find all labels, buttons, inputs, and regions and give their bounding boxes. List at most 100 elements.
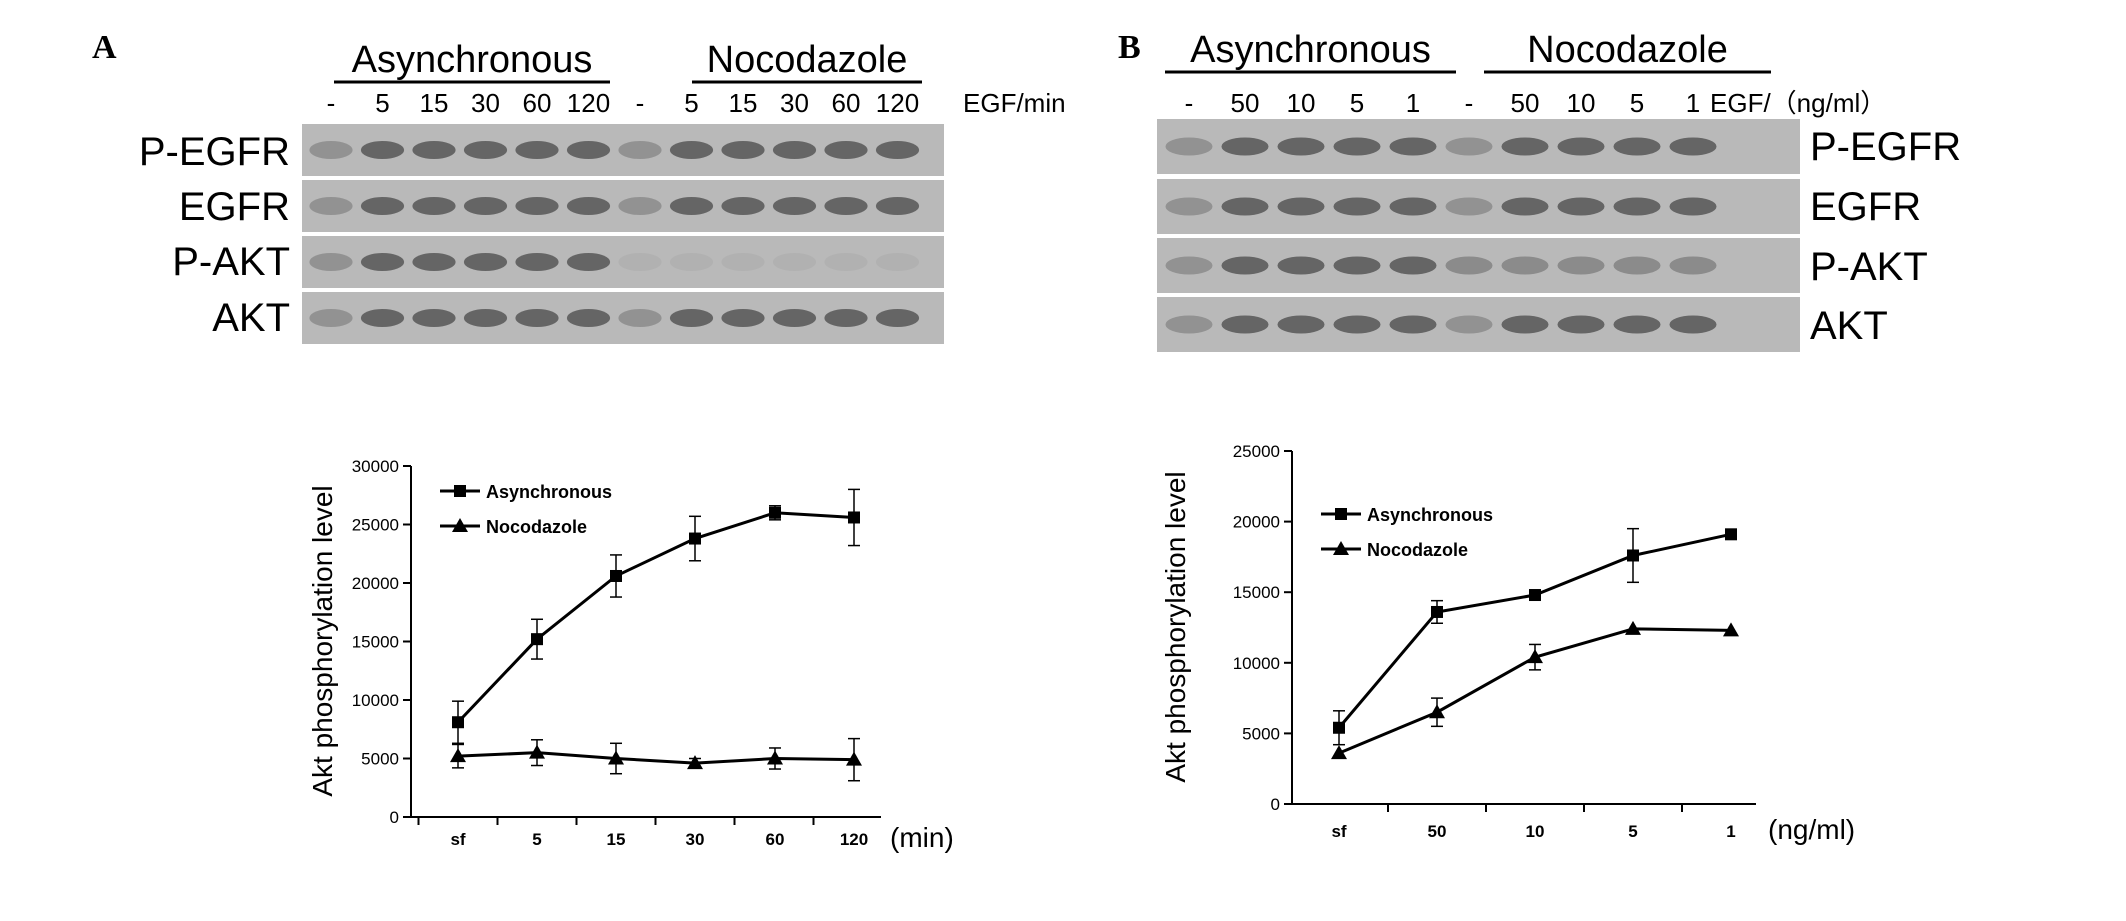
blot-band	[1557, 197, 1605, 216]
blot-band	[1557, 315, 1605, 334]
blot-band	[1221, 137, 1269, 156]
panel-a: A Asynchronous Nocodazole- 5 15 30 60 120-5 15 3…	[92, 29, 1066, 853]
blot-band	[1277, 197, 1325, 216]
legend-marker-triangle	[452, 518, 468, 532]
blot-lane-label: 10	[1287, 88, 1316, 118]
blot-lane-label: -	[1185, 88, 1194, 118]
y-tick-label: 20000	[352, 574, 399, 593]
blot-band	[772, 253, 817, 271]
data-point-triangle	[687, 755, 703, 770]
blot-band	[360, 141, 405, 159]
blot-band	[1389, 256, 1437, 275]
panel-b-line-chart: 0 5000 10000 15000 20000 25000 sf 50 10 5 1 (ng/ml)…	[1160, 442, 1855, 845]
blot-band	[721, 141, 765, 159]
blot-band	[463, 197, 508, 215]
data-point-triangle	[1723, 622, 1739, 637]
blot-band	[824, 141, 868, 159]
blot-band	[1165, 315, 1213, 334]
blot-band	[1501, 315, 1549, 334]
blot-lane-label: 60	[832, 88, 861, 118]
blot-lane-label: 5	[684, 88, 698, 118]
blot-group-label: Asynchronous	[1190, 29, 1431, 71]
blot-band	[1389, 197, 1437, 216]
blot-lane-label: 10	[1567, 88, 1596, 118]
data-point-triangle	[450, 748, 466, 763]
blot-band	[412, 141, 456, 159]
blot-band	[669, 253, 714, 271]
data-point-triangle	[846, 751, 862, 766]
y-axis-label: Akt phosphorylation level	[307, 485, 338, 796]
blot-band	[309, 141, 353, 159]
series-line	[1337, 532, 1732, 729]
legend-label: Asynchronous	[486, 482, 612, 502]
blot-band	[618, 253, 662, 271]
blot-lane-label: 30	[471, 88, 500, 118]
blot-lane-label: 1	[1406, 88, 1420, 118]
x-tick-label: sf	[450, 830, 465, 849]
y-axis-label: Akt phosphorylation level	[1160, 471, 1191, 782]
legend-marker-square	[1335, 508, 1347, 520]
series-line	[456, 511, 855, 724]
blot-band	[875, 253, 920, 271]
x-tick-label: 120	[840, 830, 868, 849]
blot-band	[1445, 137, 1493, 156]
x-axis-unit: (min)	[890, 822, 954, 853]
blot-band	[721, 197, 765, 215]
blot-band	[669, 197, 714, 215]
y-tick-label: 20000	[1233, 513, 1280, 532]
blot-band	[1389, 137, 1437, 156]
data-point-triangle	[1331, 745, 1347, 760]
blot-band	[618, 141, 662, 159]
legend-marker-square	[454, 485, 466, 497]
y-tick-label: 15000	[352, 633, 399, 652]
y-tick-label: 10000	[352, 691, 399, 710]
blot-band	[412, 253, 456, 271]
y-tick-label: 0	[390, 808, 399, 827]
data-point-square	[769, 506, 781, 519]
y-tick-label: 15000	[1233, 583, 1280, 602]
data-point-triangle	[1527, 649, 1543, 664]
data-point-triangle	[767, 750, 783, 765]
series-asynchronous	[452, 488, 860, 745]
data-point-triangle	[1625, 620, 1641, 635]
blot-band	[875, 141, 920, 159]
blot-band	[772, 309, 817, 327]
blot-lane-label: 30	[780, 88, 809, 118]
blot-group-label: Nocodazole	[1527, 29, 1728, 71]
blot-band	[360, 309, 405, 327]
blot-lane-label: 120	[567, 88, 610, 118]
y-tick-label: 5000	[1242, 724, 1280, 743]
panel-b: B Asynchronous Nocodazole- 50 10 5 1-50 10 5 1 EG…	[1118, 29, 1961, 845]
series-asynchronous	[1333, 527, 1737, 746]
y-tick-label: 5000	[361, 750, 399, 769]
blot-band	[1613, 315, 1661, 334]
blot-lane-label: -	[636, 88, 645, 118]
blot-band	[566, 253, 611, 271]
blot-band	[1277, 137, 1325, 156]
data-point-square	[1333, 721, 1345, 734]
x-tick-label: 50	[1428, 822, 1447, 841]
blot-band	[1221, 197, 1269, 216]
blot-band	[669, 141, 714, 159]
panel-b-letter: B	[1118, 29, 1141, 66]
blot-lane-label: 120	[876, 88, 919, 118]
blot-band	[1165, 256, 1213, 275]
blot-band	[1501, 256, 1549, 275]
blot-lane-label: 60	[523, 88, 552, 118]
blot-band	[772, 141, 817, 159]
blot-protein-label: P-EGFR	[139, 130, 290, 174]
data-point-square	[1627, 549, 1639, 562]
blot-band	[1221, 256, 1269, 275]
blot-band	[1669, 256, 1717, 275]
x-tick-label: 30	[686, 830, 705, 849]
blot-band	[1165, 137, 1213, 156]
blot-band	[463, 141, 508, 159]
blot-lane-label: 5	[1630, 88, 1644, 118]
blot-band	[824, 253, 868, 271]
x-tick-label: 5	[532, 830, 541, 849]
blot-band	[515, 141, 559, 159]
blot-band	[1669, 137, 1717, 156]
blot-lane-label: 5	[1350, 88, 1364, 118]
blot-lane-label: -	[1465, 88, 1474, 118]
